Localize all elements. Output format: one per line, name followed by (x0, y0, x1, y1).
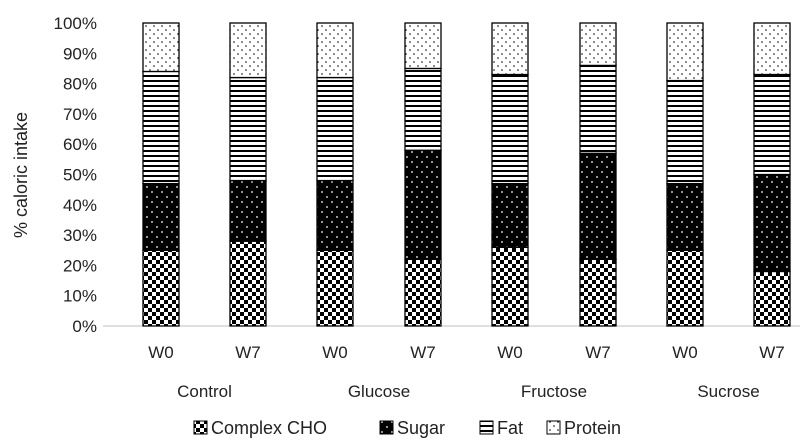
legend-swatch (379, 420, 394, 435)
legend-swatch (193, 420, 208, 435)
bar-segment-complex-cho (753, 270, 791, 327)
bar-segment-protein (316, 22, 354, 79)
y-tick-label: 80% (63, 75, 97, 94)
x-tick-label: W7 (585, 343, 611, 362)
bar-segment-sugar (316, 179, 354, 251)
bar-segment-complex-cho (142, 249, 180, 327)
y-axis-label: % caloric intake (11, 112, 31, 238)
bar-segment-protein (491, 22, 529, 76)
bar-segment-complex-cho (316, 249, 354, 327)
bar-segment-fat (753, 73, 791, 176)
x-tick-label: W0 (148, 343, 174, 362)
bar-segment-sugar (142, 182, 180, 251)
bar-segment-protein (666, 22, 704, 82)
x-tick-label: W7 (235, 343, 261, 362)
y-tick-label: 20% (63, 256, 97, 275)
legend-swatch (479, 420, 494, 435)
y-tick-label: 90% (63, 44, 97, 63)
bar-segment-protein (142, 22, 180, 73)
bar-segment-sugar (579, 152, 617, 260)
y-tick-label: 30% (63, 226, 97, 245)
x-tick-label: W0 (322, 343, 348, 362)
bar-segment-sugar (229, 179, 267, 242)
x-tick-label: W7 (759, 343, 785, 362)
legend-swatch (546, 420, 561, 435)
bar-segment-sugar (753, 173, 791, 273)
bar-segment-complex-cho (579, 258, 617, 327)
bars-layer (142, 22, 791, 327)
bar-segment-fat (579, 64, 617, 154)
bar-stack (666, 22, 704, 327)
bar-segment-fat (666, 79, 704, 185)
y-tick-label: 70% (63, 105, 97, 124)
bar-segment-complex-cho (229, 240, 267, 327)
bar-segment-fat (229, 76, 267, 182)
bar-segment-protein (753, 22, 791, 76)
legend-label: Protein (564, 418, 621, 438)
y-tick-label: 10% (63, 287, 97, 306)
bar-segment-complex-cho (404, 258, 442, 327)
y-tick-label: 100% (54, 14, 97, 33)
bar-segment-protein (229, 22, 267, 79)
bar-stack (316, 22, 354, 327)
x-tick-label: W7 (410, 343, 436, 362)
bar-segment-sugar (666, 182, 704, 251)
bar-stack (404, 22, 442, 327)
legend-label: Fat (497, 418, 523, 438)
bar-segment-fat (404, 67, 442, 151)
bar-stack (753, 22, 791, 327)
y-tick-label: 40% (63, 196, 97, 215)
bar-segment-protein (579, 22, 617, 67)
bar-segment-protein (404, 22, 442, 70)
bar-segment-complex-cho (666, 249, 704, 327)
bar-segment-fat (491, 73, 529, 185)
x-tick-label: W0 (672, 343, 698, 362)
bar-segment-sugar (491, 182, 529, 248)
y-tick-label: 60% (63, 135, 97, 154)
legend: Complex CHO Sugar Fat Protein (193, 418, 621, 438)
bar-stack (142, 22, 180, 327)
bar-segment-fat (142, 70, 180, 185)
bar-stack (579, 22, 617, 327)
x-axis: W0 W7 W0 W7 W0 W7 W0 W7 Control Glucose Fructose Su… (148, 343, 785, 401)
bar-stack (229, 22, 267, 327)
x-group-label: Sucrose (697, 382, 759, 401)
bar-segment-fat (316, 76, 354, 182)
x-group-label: Glucose (348, 382, 410, 401)
legend-label: Sugar (397, 418, 445, 438)
bar-stack (491, 22, 529, 327)
y-tick-label: 0% (72, 317, 97, 336)
x-group-label: Control (177, 382, 232, 401)
x-group-label: Fructose (521, 382, 587, 401)
bar-segment-sugar (404, 149, 442, 260)
bar-segment-complex-cho (491, 246, 529, 327)
legend-label: Complex CHO (211, 418, 327, 438)
y-tick-label: 50% (63, 166, 97, 185)
x-tick-label: W0 (497, 343, 523, 362)
y-axis: 0% 10% 20% 30% 40% 50% 60% 70% 80% 90% 100% (54, 14, 800, 336)
